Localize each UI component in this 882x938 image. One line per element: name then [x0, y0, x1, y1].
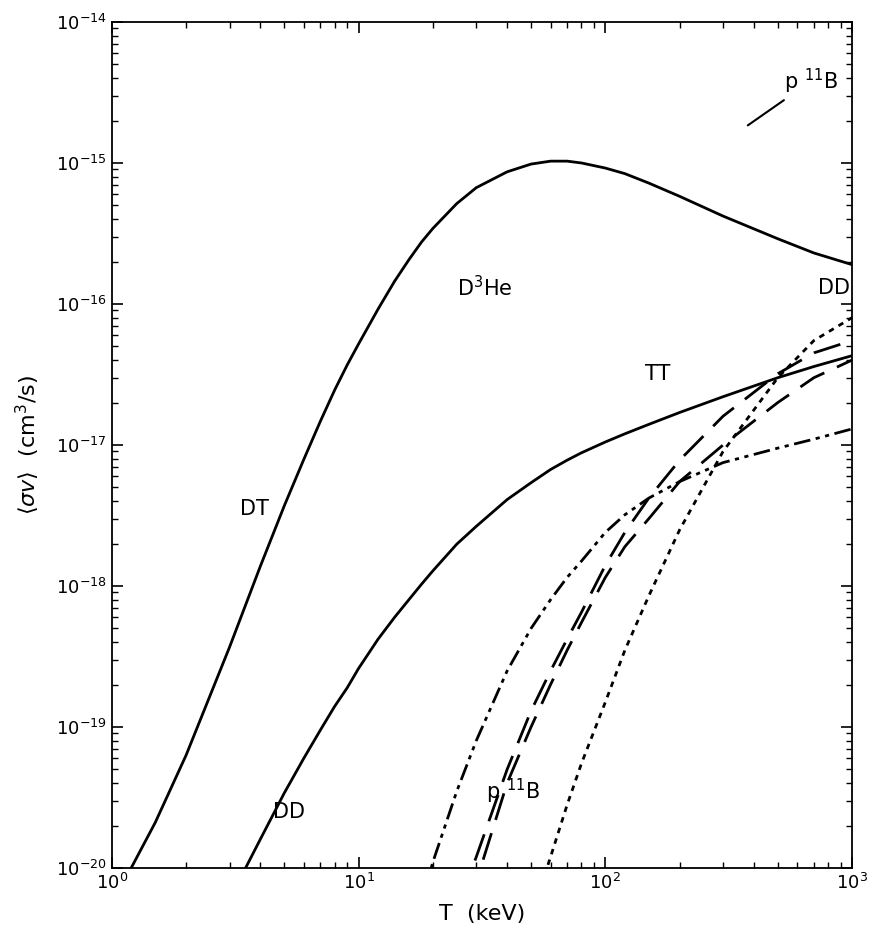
- Text: T$^{3}$He: T$^{3}$He: [0, 937, 1, 938]
- Text: DD: DD: [818, 278, 850, 298]
- Text: TT: TT: [645, 364, 670, 384]
- Text: DD: DD: [273, 802, 305, 822]
- X-axis label: T  (keV): T (keV): [439, 904, 525, 924]
- Text: DT: DT: [240, 499, 269, 520]
- Y-axis label: $\langle\sigma v\rangle$  (cm$^3$/s): $\langle\sigma v\rangle$ (cm$^3$/s): [14, 375, 42, 515]
- Text: D$^{3}$He: D$^{3}$He: [457, 276, 512, 300]
- Text: p $^{11}$B: p $^{11}$B: [748, 67, 838, 126]
- Text: p $^{11}$B: p $^{11}$B: [487, 777, 541, 806]
